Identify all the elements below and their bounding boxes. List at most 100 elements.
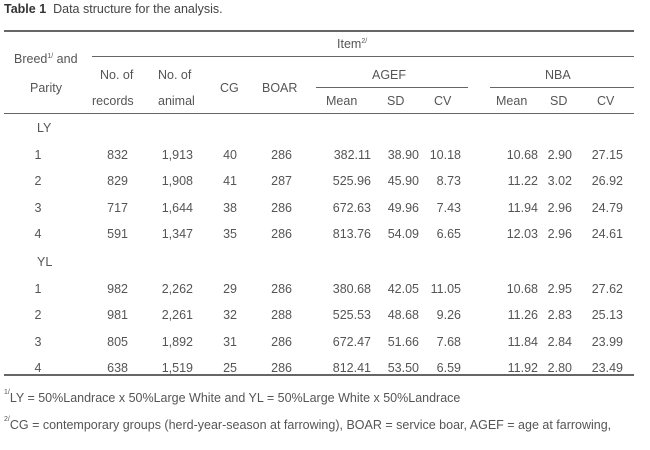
table-cell: 2.83	[547, 308, 572, 322]
table-title: Data structure for the analysis.	[53, 2, 223, 16]
header-no-records-1: No. of	[100, 68, 134, 82]
table-cell: 8.73	[436, 174, 461, 188]
table-cell: 31	[223, 334, 237, 349]
table-cell: 2.96	[547, 200, 572, 215]
table-cell: 286	[271, 227, 292, 241]
table-cell: 286	[271, 361, 292, 375]
table-cell: 27.15	[591, 147, 623, 162]
table-cell: 3	[34, 200, 42, 215]
table-cell: 10.68	[506, 281, 538, 296]
table-cell: 24.61	[591, 227, 623, 241]
table-cell: 1,913	[161, 147, 193, 162]
table-cell: 1,908	[161, 174, 193, 188]
table-cell: 286	[271, 200, 292, 215]
table-cell: 829	[107, 174, 128, 188]
table-cell: 40	[223, 147, 237, 162]
table-cell: 53.50	[387, 361, 419, 375]
table-cell: 717	[107, 200, 128, 215]
header-item: Item2/	[337, 37, 368, 51]
table-cell: 1,519	[161, 361, 193, 375]
table-cell: 45.90	[387, 174, 419, 188]
table-cell: 286	[271, 147, 292, 162]
table-cell: 11.92	[507, 361, 538, 375]
table-cell: 2,261	[161, 308, 193, 322]
table-cell: 26.92	[591, 174, 623, 188]
header-parity: Parity	[30, 81, 62, 95]
table-cell: 525.53	[332, 308, 371, 322]
table-cell: 25.13	[591, 308, 623, 322]
item-rule	[92, 56, 634, 57]
table-cell: 380.68	[332, 281, 371, 296]
table-cell: 1	[34, 281, 42, 296]
table-cell: 287	[271, 174, 292, 188]
table-cell: 11.84	[507, 334, 538, 349]
header-no-animal-1: No. of	[158, 68, 192, 82]
header-no-records-2: records	[92, 94, 134, 108]
header-nba-mean: Mean	[496, 94, 528, 108]
table-cell: 32	[223, 308, 237, 322]
table-cell: 2.96	[547, 227, 572, 241]
header-agef-mean: Mean	[326, 94, 358, 108]
table-cell: 41	[223, 174, 237, 188]
table-cell: 10.18	[429, 147, 461, 162]
table-cell: 591	[107, 227, 128, 241]
table-cell: 7.43	[436, 200, 461, 215]
table-cell: 2.84	[547, 334, 572, 349]
table-cell: 10.68	[506, 147, 538, 162]
table-cell: 23.99	[591, 334, 623, 349]
table-cell: 672.47	[332, 334, 371, 349]
footnote-2: 2/CG = contemporary groups (herd-year-se…	[4, 416, 612, 432]
table-cell: 11.22	[507, 174, 538, 188]
table-cell: 9.26	[436, 308, 461, 322]
table-cell: 38	[223, 200, 237, 215]
table-cell: 286	[271, 281, 292, 296]
header-nba: NBA	[545, 68, 571, 82]
table-cell: 27.62	[591, 281, 623, 296]
table-cell: 638	[107, 361, 128, 375]
table-cell: 11.05	[430, 281, 461, 296]
table-cell: 672.63	[332, 200, 371, 215]
footnote-1: 1/LY = 50%Landrace x 50%Large White and …	[4, 389, 461, 405]
table-cell: 29	[223, 281, 237, 296]
header-boar: BOAR	[262, 81, 298, 95]
table-cell: 2.95	[547, 281, 572, 296]
header-no-animal-2: animal	[158, 94, 195, 108]
table-cell: 382.11	[333, 147, 371, 162]
table-cell: 2	[34, 174, 42, 188]
table-cell: 54.09	[387, 227, 419, 241]
table-cell: 38.90	[387, 147, 419, 162]
header-nba-sd: SD	[550, 94, 568, 108]
table-cell: 288	[271, 308, 292, 322]
table-cell: 981	[107, 308, 128, 322]
table-cell: 6.65	[436, 227, 461, 241]
table-cell: 23.49	[591, 361, 623, 375]
table-cell: 2.90	[547, 147, 572, 162]
bottom-rule	[4, 374, 634, 376]
table-cell: 286	[271, 334, 292, 349]
group-label-yl: YL	[37, 255, 53, 269]
table-cell: 49.96	[387, 200, 419, 215]
table-cell: 813.76	[332, 227, 371, 241]
table-cell: 982	[107, 281, 128, 296]
table-cell: 24.79	[591, 200, 623, 215]
header-bottom-rule	[4, 113, 634, 114]
table-cell: 35	[223, 227, 237, 241]
header-nba-cv: CV	[597, 94, 615, 108]
nba-rule	[490, 87, 634, 88]
table-number: Table 1	[4, 2, 47, 16]
table-cell: 6.59	[436, 361, 461, 375]
table-caption: Table 1 Data structure for the analysis.	[4, 2, 223, 16]
table-cell: 1	[34, 147, 42, 162]
table-cell: 3	[34, 334, 42, 349]
table-cell: 1,892	[161, 334, 193, 349]
header-cg: CG	[220, 81, 239, 95]
header-agef: AGEF	[372, 68, 407, 82]
table-cell: 11.26	[507, 308, 538, 322]
agef-rule	[316, 87, 468, 88]
table-cell: 1,347	[161, 227, 193, 241]
table-cell: 2,262	[161, 281, 193, 296]
table-cell: 832	[107, 147, 128, 162]
table-cell: 11.94	[507, 200, 538, 215]
group-label-ly: LY	[37, 121, 52, 135]
table-cell: 7.68	[436, 334, 461, 349]
